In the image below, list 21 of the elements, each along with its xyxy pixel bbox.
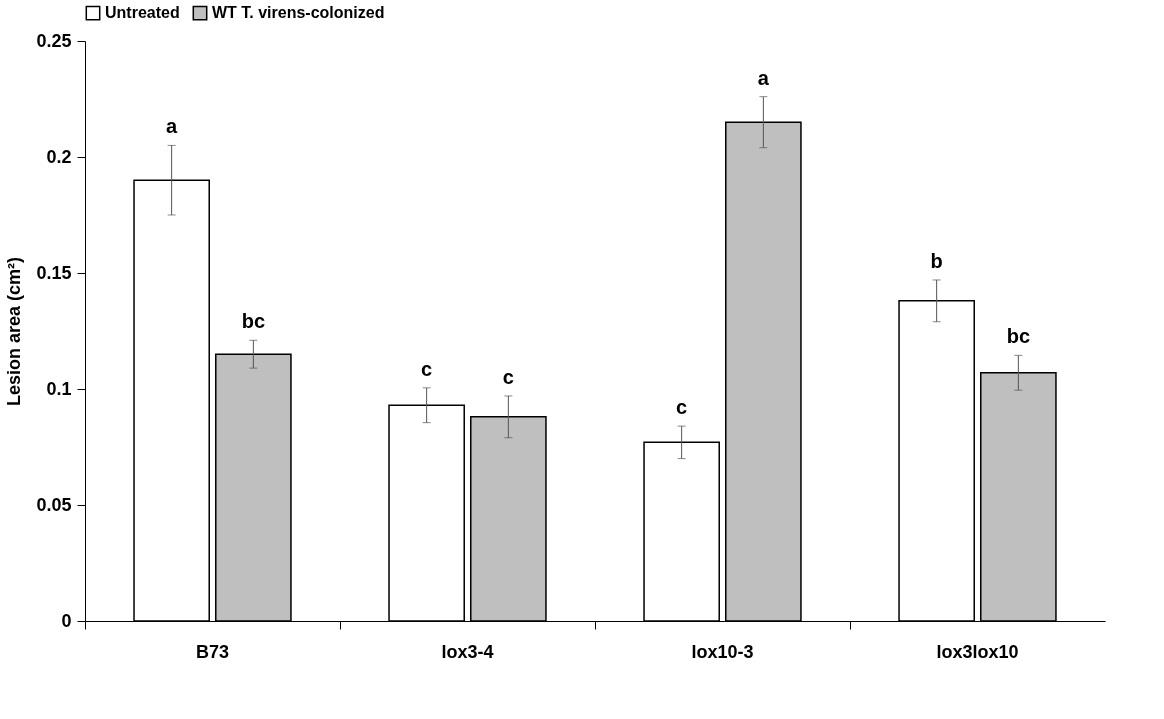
data-label: c <box>676 396 688 419</box>
data-label: bc <box>241 310 266 333</box>
data-label: a <box>166 115 179 138</box>
legend-label: Untreated <box>105 4 180 22</box>
y-tick-label: 0.15 <box>36 262 72 283</box>
y-axis-title: Lesion area (cm²) <box>4 256 25 407</box>
y-tick-label: 0.1 <box>46 378 72 399</box>
y-tick-label: 0.2 <box>46 146 72 167</box>
x-tick-label: lox3lox10 <box>936 641 1019 662</box>
legend-label: WT T. virens-colonized <box>212 4 385 22</box>
x-tick-label: B73 <box>195 641 230 662</box>
x-tick-label: lox10-3 <box>691 641 754 662</box>
y-tick-label: 0.05 <box>36 494 72 515</box>
y-tick-label: 0 <box>61 610 72 631</box>
data-label: c <box>421 357 433 380</box>
x-tick-label: lox3-4 <box>441 641 494 662</box>
data-label: c <box>502 365 514 388</box>
y-tick-label: 0.25 <box>36 30 72 51</box>
data-label: bc <box>1006 325 1031 348</box>
data-label: b <box>930 249 943 272</box>
data-label: a <box>757 66 770 89</box>
